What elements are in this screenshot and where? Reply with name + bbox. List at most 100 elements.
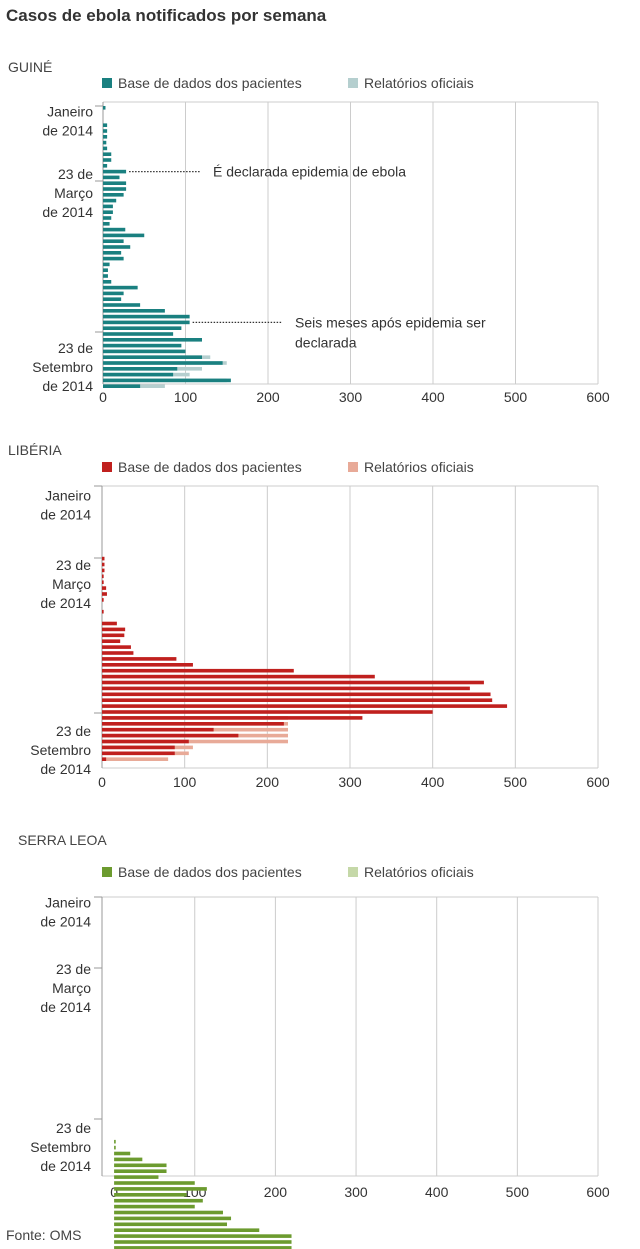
y-tick-label: 23 de bbox=[56, 723, 91, 739]
y-tick-label: Março bbox=[52, 576, 91, 592]
bar-patients bbox=[114, 1139, 116, 1144]
bar-patients bbox=[103, 268, 108, 272]
legend-swatch-1 bbox=[102, 462, 112, 472]
chart-panel-3: SERRA LEOA Base de dados dos pacientes Rel… bbox=[18, 832, 610, 1249]
y-tick-label: 23 de bbox=[56, 557, 91, 573]
legend-label-2: Relatórios oficiais bbox=[364, 75, 474, 91]
x-tick-label: 200 bbox=[264, 1184, 288, 1200]
y-tick-label: de 2014 bbox=[42, 123, 93, 139]
bar-patients bbox=[102, 692, 491, 697]
x-tick-label: 400 bbox=[425, 1184, 449, 1200]
y-tick-label: Março bbox=[52, 980, 91, 996]
annotation-text: É declarada epidemia de ebola bbox=[213, 164, 406, 180]
bar-patients bbox=[102, 710, 433, 714]
bar-patients bbox=[114, 1163, 167, 1168]
bar-patients bbox=[114, 1187, 207, 1191]
bar-patients bbox=[114, 1210, 223, 1215]
x-tick-label: 100 bbox=[174, 389, 198, 405]
y-tick-label: 23 de bbox=[56, 1120, 91, 1136]
bar-patients bbox=[114, 1204, 195, 1209]
x-tick-label: 200 bbox=[256, 389, 280, 405]
y-tick-label: de 2014 bbox=[40, 507, 91, 523]
bar-patients bbox=[103, 210, 113, 214]
chart-panel-1: GUINÉ Base de dados dos pacientes Relatóri… bbox=[8, 59, 610, 405]
bar-patients bbox=[103, 129, 108, 133]
y-tick-label: 23 de bbox=[58, 340, 93, 356]
y-tick-label: de 2014 bbox=[42, 204, 93, 220]
bar-patients bbox=[103, 106, 106, 110]
bar-patients bbox=[102, 668, 294, 673]
bar-patients bbox=[103, 320, 190, 325]
bar-patients bbox=[102, 627, 126, 632]
bar-patients bbox=[114, 1234, 292, 1238]
bar-patients bbox=[114, 1157, 143, 1162]
bar-patients bbox=[103, 233, 145, 238]
y-tick-label: Setembro bbox=[32, 359, 93, 375]
bar-patients bbox=[114, 1169, 167, 1173]
bar-patients bbox=[103, 355, 202, 359]
bar-patients bbox=[103, 285, 138, 290]
x-tick-label: 0 bbox=[99, 389, 107, 405]
bar-patients bbox=[102, 698, 493, 702]
bar-patients bbox=[103, 309, 165, 313]
source-note: Fonte: OMS bbox=[6, 1227, 82, 1243]
panel-title: GUINÉ bbox=[8, 59, 52, 75]
bar-patients bbox=[103, 361, 223, 365]
legend-swatch-2 bbox=[348, 78, 358, 88]
bar-patients bbox=[103, 291, 124, 296]
bar-patients bbox=[103, 332, 174, 336]
y-tick-label: Janeiro bbox=[45, 488, 91, 504]
bar-patients bbox=[102, 686, 470, 691]
bar-patients bbox=[102, 639, 121, 643]
x-tick-label: 0 bbox=[98, 774, 106, 790]
x-tick-label: 300 bbox=[344, 1184, 368, 1200]
bar-patients bbox=[103, 193, 124, 197]
bar-official bbox=[102, 739, 288, 744]
x-tick-label: 600 bbox=[586, 389, 610, 405]
bar-patients bbox=[114, 1240, 292, 1244]
bar-patients bbox=[102, 663, 193, 667]
bar-patients bbox=[103, 372, 174, 377]
bar-patients bbox=[102, 621, 117, 626]
panel-title: LIBÉRIA bbox=[8, 442, 62, 458]
bar-patients bbox=[103, 169, 127, 174]
page-title: Casos de ebola notificados por semana bbox=[6, 6, 327, 25]
x-tick-label: 400 bbox=[421, 389, 445, 405]
legend-swatch-2 bbox=[348, 867, 358, 877]
bar-patients bbox=[103, 164, 108, 168]
bar-patients bbox=[103, 303, 141, 307]
bar-patients bbox=[114, 1222, 228, 1227]
bar-patients bbox=[103, 367, 178, 371]
legend: Base de dados dos pacientes Relatórios of… bbox=[102, 459, 474, 475]
x-tick-label: 500 bbox=[504, 389, 528, 405]
x-tick-label: 600 bbox=[586, 774, 610, 790]
bar-patients bbox=[103, 222, 110, 226]
bar-patients bbox=[103, 152, 112, 156]
bar-patients bbox=[102, 680, 484, 685]
y-tick-label: de 2014 bbox=[42, 378, 93, 394]
bar-patients bbox=[114, 1145, 116, 1150]
bar-patients bbox=[102, 651, 134, 655]
y-tick-label: 23 de bbox=[58, 166, 93, 182]
bar-patients bbox=[102, 598, 104, 602]
y-tick-label: Março bbox=[54, 185, 93, 201]
bar-patients bbox=[102, 592, 107, 596]
bar-patients bbox=[114, 1181, 195, 1185]
bar-patients bbox=[114, 1246, 292, 1249]
y-tick-label: Setembro bbox=[30, 742, 91, 758]
bar-patients bbox=[103, 384, 141, 388]
legend-label-2: Relatórios oficiais bbox=[364, 864, 474, 880]
bar-patients bbox=[102, 633, 125, 638]
x-tick-label: 400 bbox=[421, 774, 445, 790]
bar-patients bbox=[103, 343, 182, 348]
bar-patients bbox=[103, 262, 110, 267]
annotation-text: declarada bbox=[295, 334, 357, 350]
bar-patients bbox=[103, 378, 231, 383]
legend-swatch-1 bbox=[102, 78, 112, 88]
x-tick-label: 100 bbox=[183, 1184, 207, 1200]
y-tick-label: Janeiro bbox=[45, 895, 91, 911]
legend-swatch-2 bbox=[348, 462, 358, 472]
legend-label-1: Base de dados dos pacientes bbox=[118, 75, 302, 91]
y-tick-label: de 2014 bbox=[40, 999, 91, 1015]
bar-patients bbox=[103, 198, 117, 203]
